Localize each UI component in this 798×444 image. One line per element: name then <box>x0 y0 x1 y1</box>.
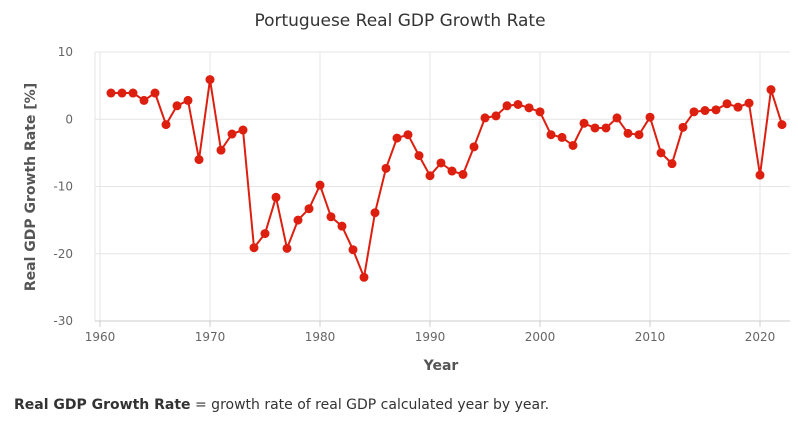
data-point[interactable] <box>304 204 314 214</box>
data-point[interactable] <box>403 130 413 140</box>
data-point[interactable] <box>568 140 578 150</box>
data-point[interactable] <box>161 120 171 130</box>
definition-caption: Real GDP Growth Rate = growth rate of re… <box>14 397 549 413</box>
data-point[interactable] <box>667 159 677 169</box>
data-point[interactable] <box>546 130 556 140</box>
data-point[interactable] <box>293 215 303 225</box>
data-point[interactable] <box>282 243 292 253</box>
data-point[interactable] <box>579 118 589 128</box>
x-tick-label: 1990 <box>415 330 446 344</box>
data-point[interactable] <box>755 170 765 180</box>
grid-lines <box>95 51 790 322</box>
data-point[interactable] <box>711 105 721 115</box>
data-point[interactable] <box>117 88 127 98</box>
data-point[interactable] <box>128 88 138 98</box>
data-point[interactable] <box>216 145 226 155</box>
data-point[interactable] <box>777 120 787 130</box>
data-point[interactable] <box>392 133 402 143</box>
x-tick-label: 1970 <box>195 330 226 344</box>
data-point[interactable] <box>535 107 545 117</box>
x-tick-label: 2020 <box>745 330 776 344</box>
data-point[interactable] <box>590 123 600 133</box>
data-point[interactable] <box>359 272 369 282</box>
data-point[interactable] <box>106 88 116 98</box>
data-point[interactable] <box>447 166 457 176</box>
y-tick-label: -20 <box>53 247 73 261</box>
y-tick-label: -10 <box>53 180 73 194</box>
data-point[interactable] <box>524 103 534 113</box>
data-point[interactable] <box>645 112 655 122</box>
data-point[interactable] <box>678 122 688 132</box>
tick-labels: 10 0 -10 -20 -30 1960 1970 1980 1990 2000 2010 2020 <box>53 45 775 344</box>
data-point[interactable] <box>744 98 754 108</box>
data-point[interactable] <box>326 212 336 222</box>
series-layer <box>106 75 787 282</box>
data-point[interactable] <box>689 107 699 117</box>
data-point[interactable] <box>458 169 468 179</box>
data-point[interactable] <box>469 142 479 152</box>
data-point[interactable] <box>623 128 633 138</box>
x-axis-title: Year <box>423 358 459 374</box>
data-point[interactable] <box>722 99 732 109</box>
data-point[interactable] <box>700 106 710 116</box>
data-point[interactable] <box>480 113 490 123</box>
data-point[interactable] <box>315 180 325 190</box>
x-tick-label: 2000 <box>525 330 556 344</box>
data-point[interactable] <box>370 208 380 218</box>
caption-term: Real GDP Growth Rate <box>14 397 191 413</box>
data-point[interactable] <box>183 95 193 105</box>
data-point[interactable] <box>414 151 424 161</box>
data-point[interactable] <box>513 99 523 109</box>
data-point[interactable] <box>150 88 160 98</box>
data-point[interactable] <box>205 75 215 85</box>
caption-definition: = growth rate of real GDP calculated yea… <box>190 397 550 413</box>
x-tick-label: 1960 <box>85 330 116 344</box>
line-chart: Portuguese Real GDP Growth Rate 10 0 -10 -2… <box>23 11 790 374</box>
data-point[interactable] <box>348 245 358 255</box>
chart-title: Portuguese Real GDP Growth Rate <box>254 11 545 31</box>
data-point[interactable] <box>425 171 435 181</box>
x-tick-label: 1980 <box>305 330 336 344</box>
data-point[interactable] <box>381 163 391 173</box>
series-line <box>111 78 783 279</box>
data-point[interactable] <box>194 155 204 165</box>
y-tick-label: 0 <box>65 112 73 126</box>
data-point[interactable] <box>634 130 644 140</box>
data-point[interactable] <box>172 101 182 111</box>
data-point[interactable] <box>271 192 281 202</box>
data-point[interactable] <box>238 125 248 135</box>
data-point[interactable] <box>337 221 347 231</box>
data-point[interactable] <box>733 102 743 112</box>
data-point[interactable] <box>612 113 622 123</box>
data-point[interactable] <box>227 129 237 139</box>
data-point[interactable] <box>139 95 149 105</box>
data-point[interactable] <box>656 148 666 158</box>
data-point[interactable] <box>766 85 776 95</box>
y-tick-label: -30 <box>53 314 73 328</box>
data-point[interactable] <box>557 132 567 142</box>
data-point[interactable] <box>436 158 446 168</box>
data-point[interactable] <box>249 243 259 253</box>
y-tick-label: 10 <box>58 45 73 59</box>
data-point[interactable] <box>502 101 512 111</box>
data-point[interactable] <box>260 229 270 239</box>
x-tick-label: 2010 <box>635 330 666 344</box>
y-axis-title: Real GDP Growth Rate [%] <box>23 83 39 291</box>
data-point[interactable] <box>491 111 501 121</box>
axes <box>94 52 790 327</box>
data-point[interactable] <box>601 123 611 133</box>
